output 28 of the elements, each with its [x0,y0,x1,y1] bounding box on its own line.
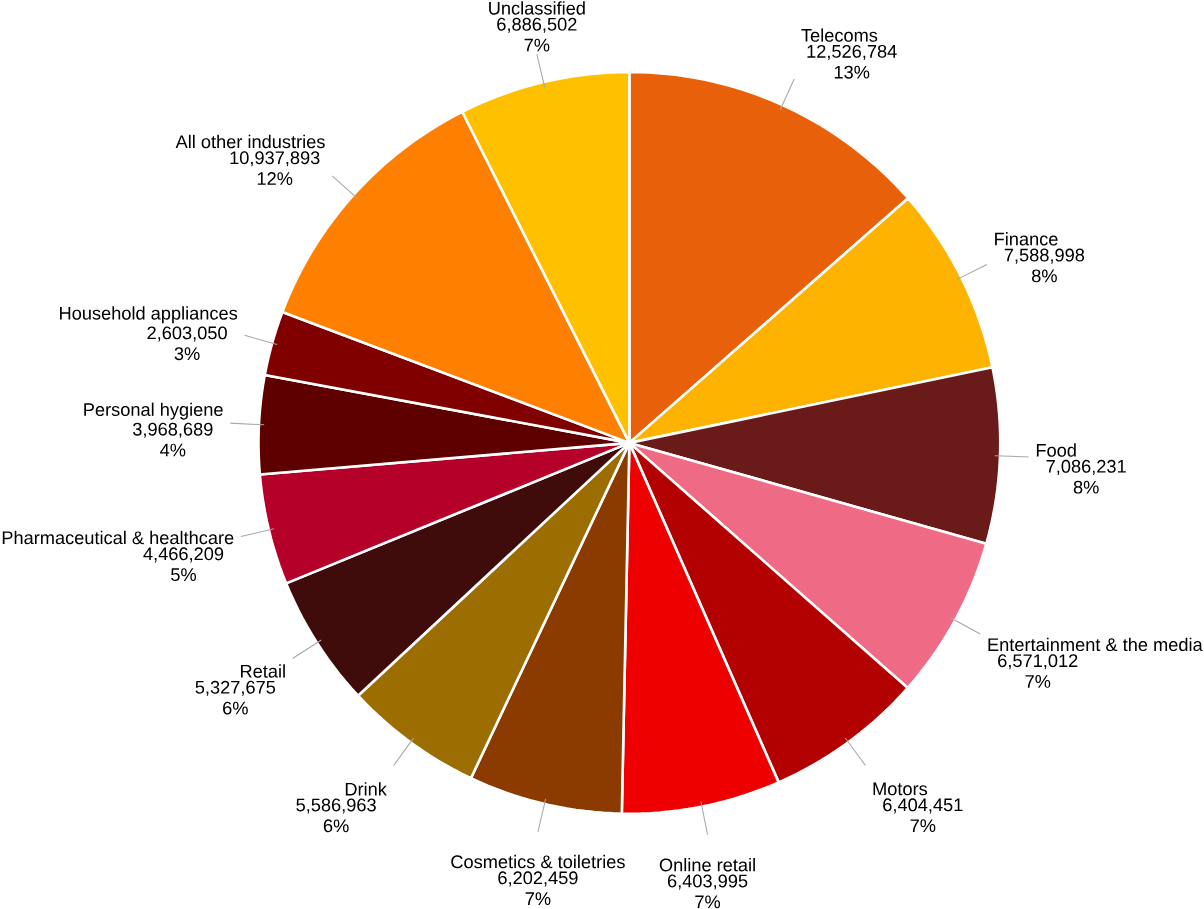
slice-label: Finance [995,231,1058,246]
slice-label: Retail [240,664,285,678]
data-label: 6,403,995 7% [667,874,748,908]
data-label: 4,466,209 5% [143,547,224,581]
data-label: 3,968,689 4% [132,422,213,457]
data-label: 6,202,459 7% [498,871,578,905]
slice-label: Telecoms [801,28,878,42]
data-label: 12,526,784 13% [807,44,897,79]
data-label: 6,886,502 7% [497,17,577,52]
slice-label: Entertainment & the media [988,637,1203,651]
slice-label: Household appliances [60,306,238,324]
slice-label: All other industries [175,134,325,148]
slice-label: Food [1036,443,1076,457]
slice-label: Cosmetics & toiletries [451,854,625,868]
data-label: 10,937,893 12% [230,151,320,185]
data-label: 7,588,998 8% [1004,248,1085,283]
slice-label: Motors [873,782,928,796]
slice-label: Unclassified [489,1,585,15]
data-label: 6,404,451 7% [883,798,963,832]
slice-label: Pharmaceutical & healthcare [2,530,234,544]
data-label: 7,086,231 8% [1046,459,1126,494]
slice-label: Personal hygiene [84,402,223,420]
data-label: 5,586,963 6% [296,798,376,833]
data-label: 6,571,012 7% [998,653,1078,688]
data-label: 2,603,050 3% [147,326,227,360]
slice-label: Online retail [659,857,755,872]
slice-label: Drink [345,781,387,796]
data-label: 5,327,675 6% [195,680,276,715]
